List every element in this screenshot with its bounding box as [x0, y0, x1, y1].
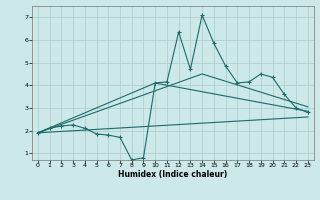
X-axis label: Humidex (Indice chaleur): Humidex (Indice chaleur)	[118, 170, 228, 179]
